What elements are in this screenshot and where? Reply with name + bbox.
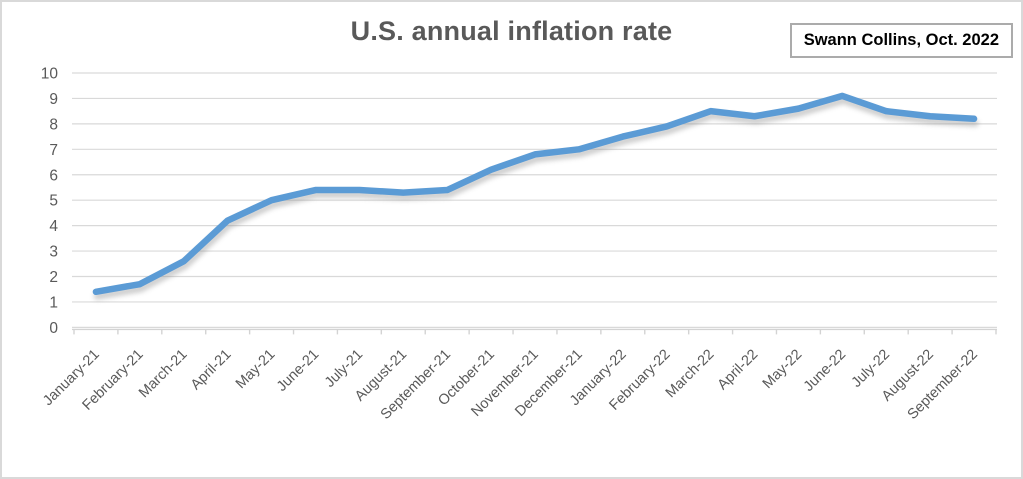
- svg-text:3: 3: [49, 244, 58, 261]
- svg-text:7: 7: [49, 142, 58, 159]
- svg-text:May-22: May-22: [760, 347, 806, 393]
- svg-text:4: 4: [49, 218, 58, 235]
- svg-text:March-21: March-21: [136, 347, 191, 402]
- data-line: [92, 92, 978, 296]
- source-annotation-label: Swann Collins, Oct. 2022: [803, 31, 999, 49]
- svg-text:6: 6: [49, 167, 58, 184]
- svg-text:June-22: June-22: [801, 347, 849, 395]
- svg-text:March-22: March-22: [663, 347, 718, 402]
- x-axis-labels: January-21February-21March-21April-21May…: [40, 347, 981, 423]
- svg-text:10: 10: [41, 66, 59, 83]
- svg-text:April-22: April-22: [715, 347, 762, 394]
- svg-text:June-21: June-21: [274, 347, 322, 395]
- svg-text:9: 9: [49, 91, 58, 108]
- svg-text:1: 1: [49, 294, 58, 311]
- data-line-shadow: [93, 96, 979, 300]
- source-annotation-box: Swann Collins, Oct. 2022: [789, 23, 1013, 58]
- svg-text:5: 5: [49, 193, 58, 210]
- svg-text:July-21: July-21: [322, 347, 366, 391]
- svg-text:July-22: July-22: [849, 347, 893, 391]
- svg-text:8: 8: [49, 116, 58, 133]
- svg-text:2: 2: [49, 269, 58, 286]
- svg-text:0: 0: [49, 320, 58, 337]
- gridlines: [72, 72, 997, 328]
- svg-text:May-21: May-21: [233, 347, 279, 393]
- y-axis-labels: 0 1 2 3 4 5 6 7 8 9 10: [41, 66, 59, 337]
- x-axis: [72, 328, 997, 335]
- svg-text:April-21: April-21: [188, 347, 235, 394]
